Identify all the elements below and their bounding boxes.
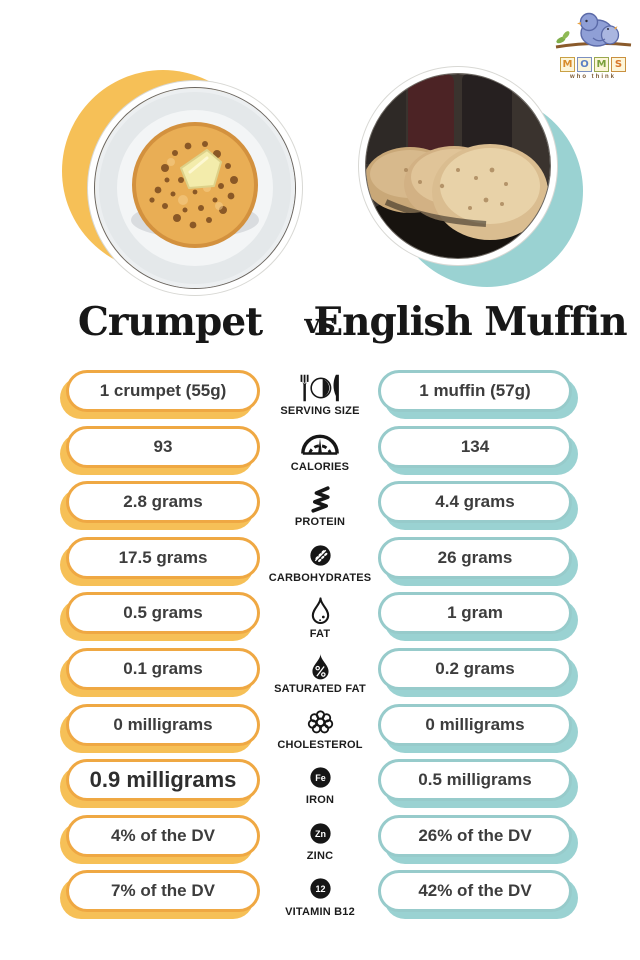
muffin-value: 0.2 grams [435,659,515,678]
logo-letter-box: S [611,57,626,72]
comparison-row: 7% of the DV 12 VITAMIN B12 42% of the D… [0,867,640,923]
nutrient-label: SATURATED FAT [274,683,366,696]
crumpet-value-pill: 0 milligrams [66,703,260,746]
crumpet-value-pill: 1 crumpet (55g) [66,370,260,412]
muffin-value: 26% of the DV [418,825,532,845]
comparison-row: 2.8 grams PROTEIN 4.4 grams [0,478,640,534]
cholesterol-icon [306,706,335,738]
muffin-value-pill: 1 gram [378,592,572,635]
comparison-row: 93 CALORIES 134 [0,423,640,479]
crumpet-value-pill: 17.5 grams [66,536,260,579]
comparison-row: 4% of the DV Zn ZINC 26% of the DV [0,812,640,868]
nutrient-cell: CARBOHYDRATES [262,534,378,590]
nutrient-cell: Fe IRON [262,756,378,812]
serving-size-icon [297,372,343,404]
english-muffin-photo [366,74,550,258]
calories-icon [299,428,341,460]
vitamin-b12-icon: 12 [307,873,334,905]
comparison-row: 1 crumpet (55g) SERVING SIZE 1 muffin (5… [0,367,640,423]
protein-icon [306,483,335,515]
vs-label: vs [304,309,336,340]
nutrient-cell: CHOLESTEROL [262,701,378,757]
muffin-value: 0.5 milligrams [418,770,532,790]
right-food-title: English Muffin [313,299,627,345]
logo-letter-box: M [594,57,609,72]
nutrient-cell: CALORIES [262,423,378,479]
nutrient-cell: PROTEIN [262,478,378,534]
nutrient-label: PROTEIN [294,516,346,529]
svg-text:12: 12 [315,884,325,894]
muffin-value-pill: 26% of the DV [378,814,572,857]
zinc-icon: Zn [307,817,334,849]
svg-text:Zn: Zn [315,828,326,838]
logo-letter-box: O [577,57,592,72]
crumpet-value: 0.1 grams [123,659,203,678]
crumpet-value: 17.5 grams [118,547,208,567]
nutrient-label: CARBOHYDRATES [268,572,372,585]
crumpet-value-pill: 7% of the DV [66,870,260,913]
bird-logo-icon [555,12,632,49]
left-food-title: Crumpet [77,299,263,345]
comparison-header: Crumpet vs English Muffin [0,296,640,352]
muffin-value: 0 milligrams [425,714,525,734]
nutrient-label: IRON [305,794,335,807]
comparison-row: 0.1 grams SATURATED FAT 0.2 grams [0,645,640,701]
crumpet-value: 7% of the DV [111,881,215,901]
iron-icon: Fe [307,761,334,793]
nutrient-cell: SERVING SIZE [262,367,378,423]
nutrient-cell: Zn ZINC [262,812,378,868]
logo-letter-box: M [560,57,575,72]
muffin-value-pill: 42% of the DV [378,870,572,913]
crumpet-value-pill: 0.9 milligrams [66,759,260,802]
nutrient-label: ZINC [306,850,334,863]
crumpet-value: 0.5 grams [123,603,203,623]
nutrient-label: CALORIES [290,460,350,473]
crumpet-value: 4% of the DV [111,825,215,845]
comparison-row: 17.5 grams CARBOHYDRATES 26 grams [0,534,640,590]
nutrient-label: VITAMIN B12 [285,905,355,918]
crumpet-value-pill: 2.8 grams [66,481,260,524]
muffin-value-pill: 4.4 grams [378,481,572,524]
svg-text:Fe: Fe [315,773,326,783]
comparison-row: 0 milligrams CHOLESTEROL 0 milligrams [0,701,640,757]
crumpet-value: 93 [153,436,173,456]
crumpet-value: 0.9 milligrams [89,767,237,793]
muffin-value: 1 gram [447,603,503,623]
muffin-value: 4.4 grams [435,492,515,512]
crumpet-value: 1 crumpet (55g) [99,381,227,400]
nutrient-label: SERVING SIZE [280,405,360,418]
muffin-value: 42% of the DV [418,881,532,901]
fat-icon [309,595,332,627]
crumpet-value-pill: 4% of the DV [66,814,260,857]
logo-tagline: who think [570,74,616,80]
carbohydrates-icon [307,539,334,571]
crumpet-value-pill: 0.5 grams [66,592,260,635]
muffin-value-pill: 0.5 milligrams [378,759,572,802]
muffin-value-pill: 0.2 grams [378,648,572,690]
nutrient-cell: 12 VITAMIN B12 [262,867,378,923]
comparison-row: 0.9 milligrams Fe IRON 0.5 milligrams [0,756,640,812]
muffin-value: 134 [460,436,490,456]
comparison-row: 0.5 grams FAT 1 gram [0,589,640,645]
muffin-value-pill: 26 grams [378,536,572,579]
nutrient-cell: FAT [262,589,378,645]
crumpet-value: 0 milligrams [113,714,213,734]
nutrition-comparison-table: 1 crumpet (55g) SERVING SIZE 1 muffin (5… [0,367,640,927]
crumpet-photo [95,88,295,288]
saturated-fat-icon [309,650,332,682]
nutrient-label: FAT [309,627,331,640]
nutrient-label: CHOLESTEROL [277,738,363,751]
muffin-value-pill: 0 milligrams [378,703,572,746]
nutrient-cell: SATURATED FAT [262,645,378,701]
muffin-value-pill: 134 [378,425,572,468]
crumpet-value: 2.8 grams [123,492,203,512]
muffin-value-pill: 1 muffin (57g) [378,370,572,412]
muffin-value: 1 muffin (57g) [419,381,531,400]
crumpet-value-pill: 0.1 grams [66,648,260,690]
muffin-value: 26 grams [437,547,513,567]
crumpet-value-pill: 93 [66,425,260,468]
